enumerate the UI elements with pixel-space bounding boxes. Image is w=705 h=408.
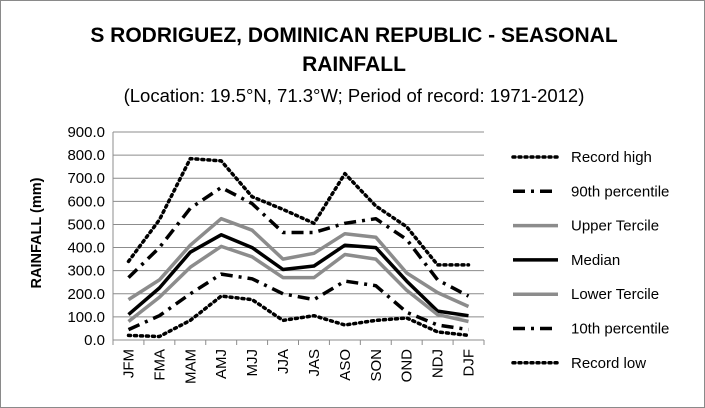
- series-line: [127, 233, 469, 318]
- chart-subtitle: (Location: 19.5°N, 71.3°W; Period of rec…: [124, 85, 585, 106]
- legend-label: 10th percentile: [571, 321, 669, 338]
- chart-title-line2: RAINFALL: [302, 53, 406, 76]
- y-tick-label: 600.0: [67, 193, 105, 210]
- series-line: [127, 244, 469, 324]
- x-tick-label: MAM: [182, 349, 199, 384]
- y-tick-label: 700.0: [67, 170, 105, 187]
- series-line: [127, 216, 470, 309]
- y-axis-label: RAINFALL (mm): [29, 177, 45, 288]
- x-tick-label: JFM: [120, 349, 137, 378]
- x-tick-label: NDJ: [430, 349, 447, 378]
- x-tick-label: FMA: [151, 349, 168, 381]
- y-tick-label: 500.0: [67, 216, 105, 233]
- legend-label: Record low: [571, 355, 646, 372]
- x-tick-label: JAS: [306, 349, 323, 377]
- legend-label: Median: [571, 252, 620, 269]
- y-tick-label: 800.0: [67, 147, 105, 164]
- series-line: [126, 294, 471, 339]
- series-line: [127, 272, 469, 332]
- legend-label: Lower Tercile: [571, 286, 659, 303]
- y-tick-label: 900.0: [67, 124, 105, 141]
- x-tick-label: MJJ: [244, 349, 261, 377]
- series-line: [127, 185, 470, 298]
- x-tick-label: ASO: [337, 349, 354, 381]
- x-tick-label: OND: [399, 349, 416, 383]
- legend-label: 90th percentile: [571, 183, 669, 200]
- y-tick-label: 200.0: [67, 286, 105, 303]
- chart-title-line1: S RODRIGUEZ, DOMINICAN REPUBLIC - SEASON…: [90, 24, 618, 47]
- legend: Record high 90th percentile Upper Tercile M…: [511, 149, 669, 372]
- x-tick-label: SON: [368, 349, 385, 382]
- x-tick-label: JJA: [275, 349, 292, 374]
- x-tick-label: DJF: [461, 349, 478, 377]
- series-lines: [126, 156, 471, 339]
- legend-label: Record high: [571, 149, 652, 166]
- x-tick-label: AMJ: [213, 349, 230, 379]
- y-tick-label: 400.0: [67, 240, 105, 257]
- series-line: [126, 156, 471, 267]
- legend-label: Upper Tercile: [571, 218, 659, 235]
- y-tick-label: 100.0: [67, 309, 105, 326]
- y-tick-label: 300.0: [67, 263, 105, 280]
- y-tick-label: 0.0: [84, 332, 105, 349]
- axes: 0.0 100.0 200.0 300.0 400.0 500.0 600.0 700.0 80…: [67, 124, 485, 384]
